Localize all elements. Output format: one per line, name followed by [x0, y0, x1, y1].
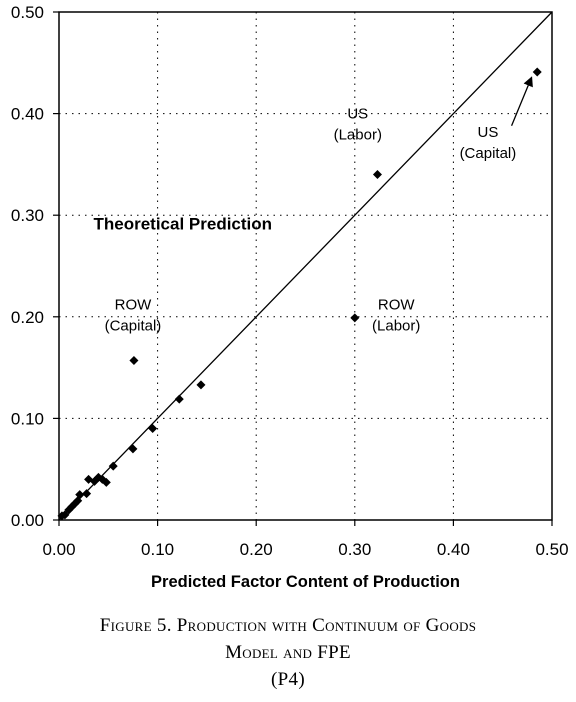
data-point	[350, 313, 360, 323]
annotation-line: ROW	[115, 297, 153, 314]
x-tick-labels: 0.00 0.10 0.20 0.30 0.40 0.50	[42, 540, 568, 559]
caption-line-1: Figure 5. Production with Continuum of G…	[99, 615, 477, 636]
grid-lines	[59, 12, 552, 520]
data-point	[82, 489, 92, 499]
x-tick-label: 0.20	[240, 540, 273, 559]
annotation-line: (Labor)	[372, 318, 420, 335]
y-tick-label: 0.40	[11, 105, 44, 124]
tick-marks	[53, 11, 553, 526]
y-tick-labels: 0.00 0.10 0.20 0.30 0.40 0.50	[11, 3, 44, 530]
theoretical-prediction-line	[58, 11, 553, 521]
x-tick-label: 0.00	[42, 540, 75, 559]
point-annotation: US (Capital)	[460, 124, 517, 162]
annotation-line: US	[477, 124, 498, 141]
data-point	[532, 67, 542, 77]
y-tick-label: 0.30	[11, 206, 44, 225]
caption-line-2: Model and FPE	[225, 642, 351, 663]
data-point	[128, 444, 138, 454]
x-axis-title: Predicted Factor Content of Production	[151, 573, 460, 591]
data-point	[148, 424, 158, 434]
scatter-chart: 0.00 0.10 0.20 0.30 0.40 0.50 0.00 0.10 0.20 0.3…	[11, 3, 569, 591]
annotation-line: US	[347, 106, 368, 123]
point-annotation: US (Labor)	[334, 106, 382, 144]
y-tick-label: 0.20	[11, 308, 44, 327]
data-point	[174, 394, 184, 404]
data-point	[108, 461, 118, 471]
data-point	[372, 170, 382, 180]
x-tick-label: 0.30	[338, 540, 371, 559]
figure-caption: Figure 5. Production with Continuum of G…	[0, 612, 576, 693]
data-point	[75, 490, 85, 500]
data-point	[60, 510, 70, 520]
data-point	[101, 477, 111, 487]
x-tick-label: 0.10	[141, 540, 174, 559]
point-annotation: ROW (Capital)	[105, 297, 162, 335]
x-tick-label: 0.40	[437, 540, 470, 559]
annotation-line: (Capital)	[105, 318, 162, 335]
y-tick-label: 0.50	[11, 3, 44, 22]
data-point	[196, 380, 206, 390]
x-tick-label: 0.50	[535, 540, 568, 559]
point-annotations: US (Labor) US (Capital) ROW (Capital) ROW (Labo…	[105, 106, 517, 335]
y-tick-label: 0.10	[11, 409, 44, 428]
point-annotation: ROW (Labor)	[372, 297, 420, 335]
caption-line-3: (P4)	[271, 669, 305, 690]
annotation-line: (Labor)	[334, 127, 382, 144]
theoretical-prediction-label: Theoretical Prediction	[94, 214, 273, 233]
data-points	[57, 67, 542, 521]
data-point	[129, 355, 139, 365]
annotation-line: (Capital)	[460, 145, 517, 162]
annotation-line: ROW	[378, 297, 416, 314]
y-tick-label: 0.00	[11, 511, 44, 530]
plot-frame	[58, 11, 553, 521]
us-capital-arrow	[510, 76, 533, 127]
